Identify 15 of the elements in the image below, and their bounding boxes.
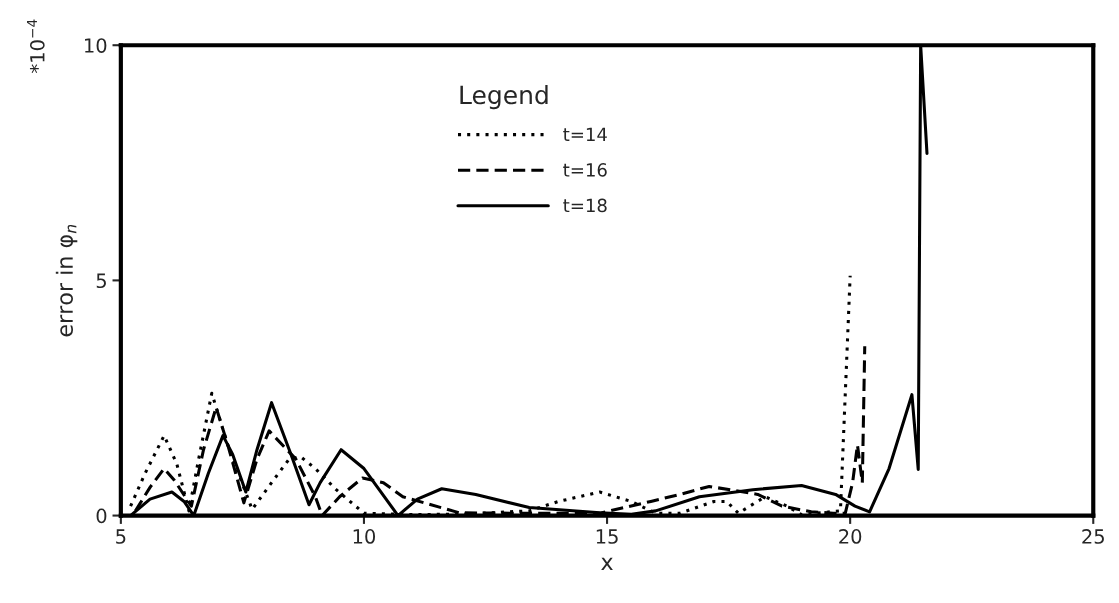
y-tick-label: 5 (96, 273, 106, 289)
legend-label: t=14 (563, 127, 607, 141)
legend-title: Legend (460, 84, 548, 110)
y-axis-title: error in φ$_{n}$ (55, 224, 78, 337)
x-tick-label: 15 (596, 529, 618, 544)
legend-label: t=18 (563, 198, 607, 213)
x-tick-label: 25 (1082, 529, 1104, 544)
x-tick-label: 5 (116, 529, 126, 544)
x-tick-label: 10 (353, 529, 376, 544)
x-tick-label: 20 (839, 529, 862, 544)
y-tick-label: 10 (85, 38, 107, 53)
x-axis-title: x (601, 557, 613, 571)
text: *10$^{−4}$ (27, 19, 45, 73)
legend-label: t=16 (563, 163, 607, 177)
y-tick-label: 0 (96, 508, 107, 524)
